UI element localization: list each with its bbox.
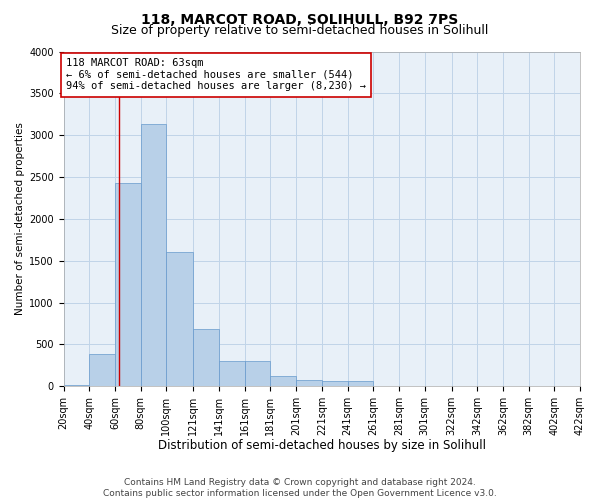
Bar xyxy=(193,330,219,386)
Text: Size of property relative to semi-detached houses in Solihull: Size of property relative to semi-detach… xyxy=(112,24,488,37)
Bar xyxy=(296,380,322,386)
Bar xyxy=(245,361,271,386)
Bar xyxy=(141,124,166,386)
Y-axis label: Number of semi-detached properties: Number of semi-detached properties xyxy=(15,122,25,316)
Bar xyxy=(89,354,115,386)
Text: Contains HM Land Registry data © Crown copyright and database right 2024.
Contai: Contains HM Land Registry data © Crown c… xyxy=(103,478,497,498)
Bar xyxy=(347,381,373,386)
Bar xyxy=(322,381,347,386)
Text: 118 MARCOT ROAD: 63sqm
← 6% of semi-detached houses are smaller (544)
94% of sem: 118 MARCOT ROAD: 63sqm ← 6% of semi-deta… xyxy=(66,58,366,92)
Text: 118, MARCOT ROAD, SOLIHULL, B92 7PS: 118, MARCOT ROAD, SOLIHULL, B92 7PS xyxy=(142,12,458,26)
Bar xyxy=(64,384,89,386)
Bar xyxy=(271,376,296,386)
Bar xyxy=(219,361,245,386)
Bar xyxy=(115,183,141,386)
X-axis label: Distribution of semi-detached houses by size in Solihull: Distribution of semi-detached houses by … xyxy=(158,440,486,452)
Bar xyxy=(166,252,193,386)
